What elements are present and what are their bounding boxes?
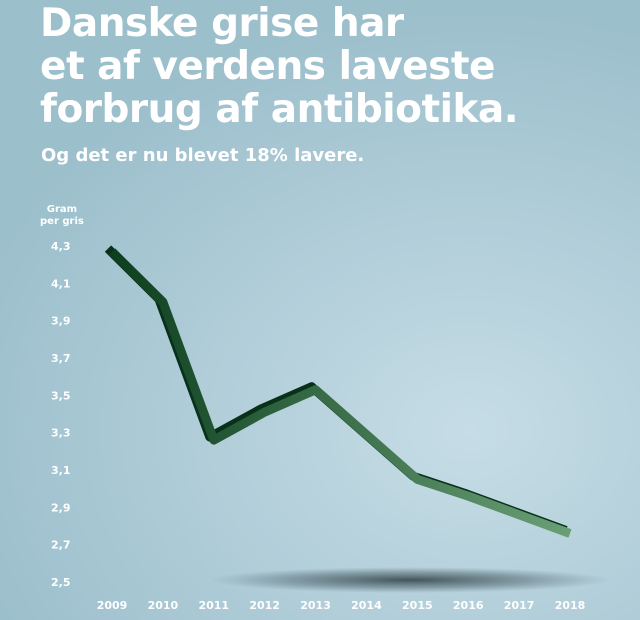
y-axis-label-line-1: Gram <box>46 204 78 215</box>
y-axis-label: Gram per gris <box>40 204 84 228</box>
x-tick-label: 2017 <box>504 599 535 612</box>
x-tick-label: 2018 <box>555 599 586 612</box>
floor-shadow <box>210 567 610 593</box>
x-tick-label: 2012 <box>249 599 280 612</box>
x-tick-label: 2016 <box>453 599 484 612</box>
x-tick-label: 2009 <box>97 599 128 612</box>
x-axis: 2009 2010 2011 2012 2013 2014 2015 2016 2017 2018 <box>97 599 586 612</box>
subtitle: Og det er nu blevet 18% lavere. <box>41 145 365 166</box>
y-axis-label-line-2: per gris <box>40 216 84 227</box>
page-title: Danske grise har et af verdens laveste f… <box>40 2 620 131</box>
series-line <box>108 248 572 538</box>
y-tick-label: 4,1 <box>51 277 71 290</box>
title-line-3: forbrug af antibiotika. <box>40 87 519 132</box>
series-group <box>104 245 572 538</box>
y-tick-label: 4,3 <box>51 240 71 253</box>
title-line-2: et af verdens laveste <box>40 44 495 89</box>
y-tick-label: 2,5 <box>51 576 71 589</box>
x-tick-label: 2013 <box>300 599 331 612</box>
x-tick-label: 2010 <box>148 599 179 612</box>
x-tick-label: 2014 <box>351 599 382 612</box>
y-tick-label: 3,3 <box>51 427 71 440</box>
y-axis: 4,3 4,1 3,9 3,7 3,5 3,3 3,1 2,9 2,7 2,5 <box>51 240 71 589</box>
x-tick-label: 2015 <box>402 599 433 612</box>
y-tick-label: 2,9 <box>51 501 71 514</box>
x-tick-label: 2011 <box>198 599 229 612</box>
y-tick-label: 3,1 <box>51 464 71 477</box>
y-tick-label: 3,7 <box>51 352 71 365</box>
series-line-side <box>104 245 568 535</box>
title-line-1: Danske grise har <box>40 1 404 46</box>
y-tick-label: 3,5 <box>51 389 71 402</box>
y-tick-label: 2,7 <box>51 539 71 552</box>
y-tick-label: 3,9 <box>51 315 71 328</box>
